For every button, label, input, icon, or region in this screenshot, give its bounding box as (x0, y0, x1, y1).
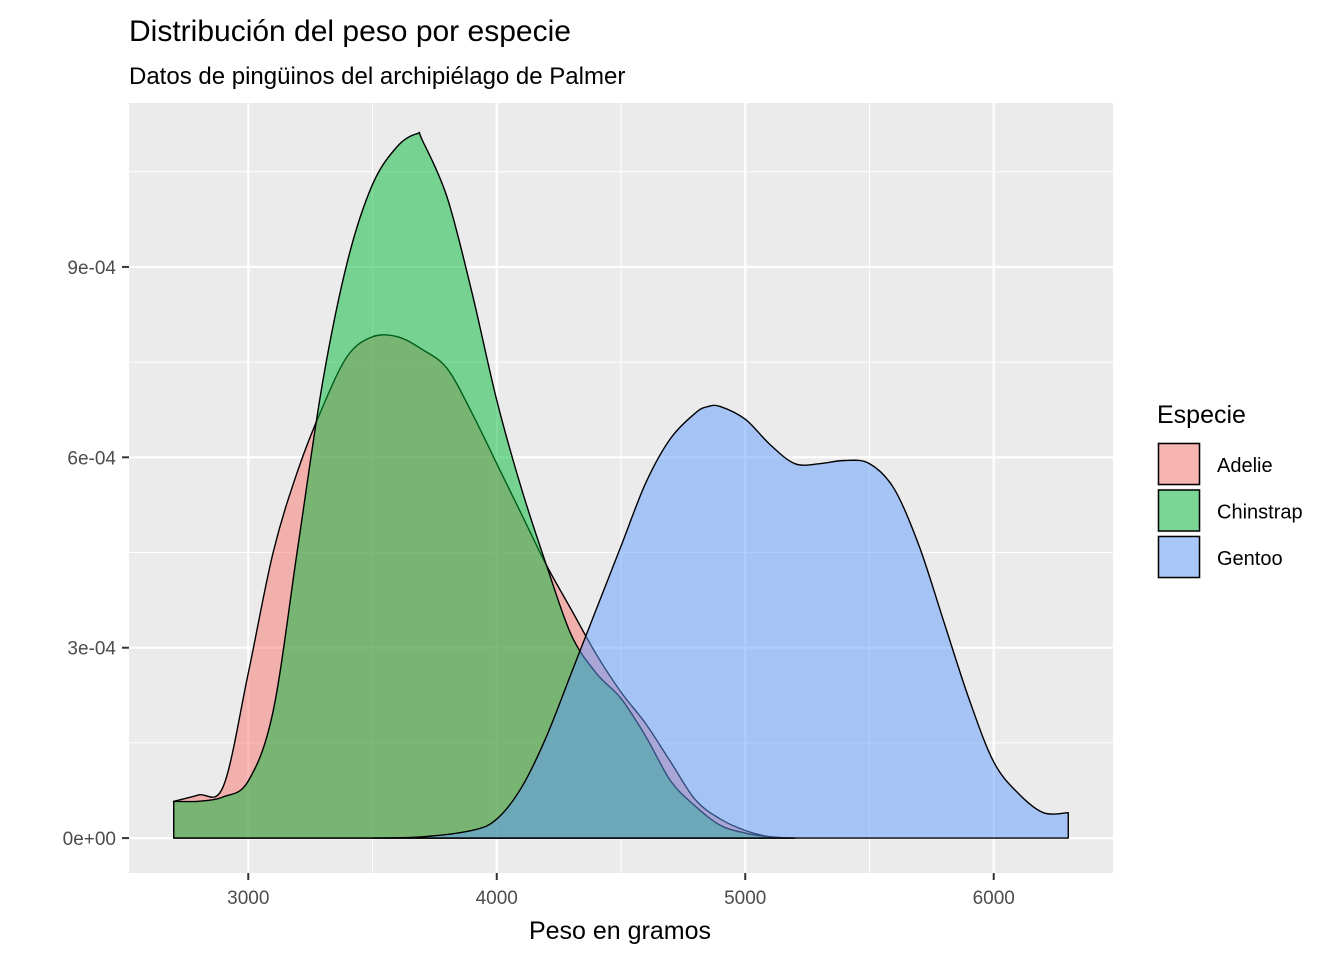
legend-items: Adelie Chinstrap Gentoo (1157, 442, 1303, 579)
legend: Especie Adelie Chinstrap Gentoo (1157, 401, 1303, 579)
legend-item-chinstrap: Chinstrap (1157, 488, 1303, 533)
legend-swatch-chinstrap (1157, 489, 1201, 532)
y-tick-label: 6e-04 (67, 448, 116, 469)
y-tick-label: 9e-04 (67, 258, 116, 279)
chart-subtitle: Datos de pingüinos del archipiélago de P… (129, 63, 625, 90)
legend-swatch-adelie (1157, 442, 1201, 486)
x-axis-title: Peso en gramos (529, 917, 711, 945)
legend-label-gentoo: Gentoo (1217, 548, 1283, 570)
legend-title: Especie (1157, 401, 1246, 429)
x-tick-label: 5000 (724, 888, 766, 909)
legend-item-adelie: Adelie (1157, 442, 1273, 486)
x-axis: 3000 4000 5000 6000 (227, 873, 1015, 909)
x-tick-label: 3000 (227, 888, 269, 909)
density-areas (173, 131, 1069, 839)
legend-label-chinstrap: Chinstrap (1217, 502, 1303, 524)
chart-title: Distribución del peso por especie (129, 15, 571, 48)
y-tick-label: 0e+00 (63, 829, 116, 850)
x-tick-label: 6000 (973, 888, 1015, 909)
y-tick-label: 3e-04 (67, 639, 116, 660)
y-axis: 0e+00 3e-04 6e-04 9e-04 (63, 258, 129, 850)
legend-label-adelie: Adelie (1217, 455, 1273, 477)
x-tick-label: 4000 (476, 888, 518, 909)
density-area-gentoo (371, 404, 1069, 839)
legend-item-gentoo: Gentoo (1157, 535, 1283, 579)
legend-swatch-gentoo (1157, 535, 1201, 579)
